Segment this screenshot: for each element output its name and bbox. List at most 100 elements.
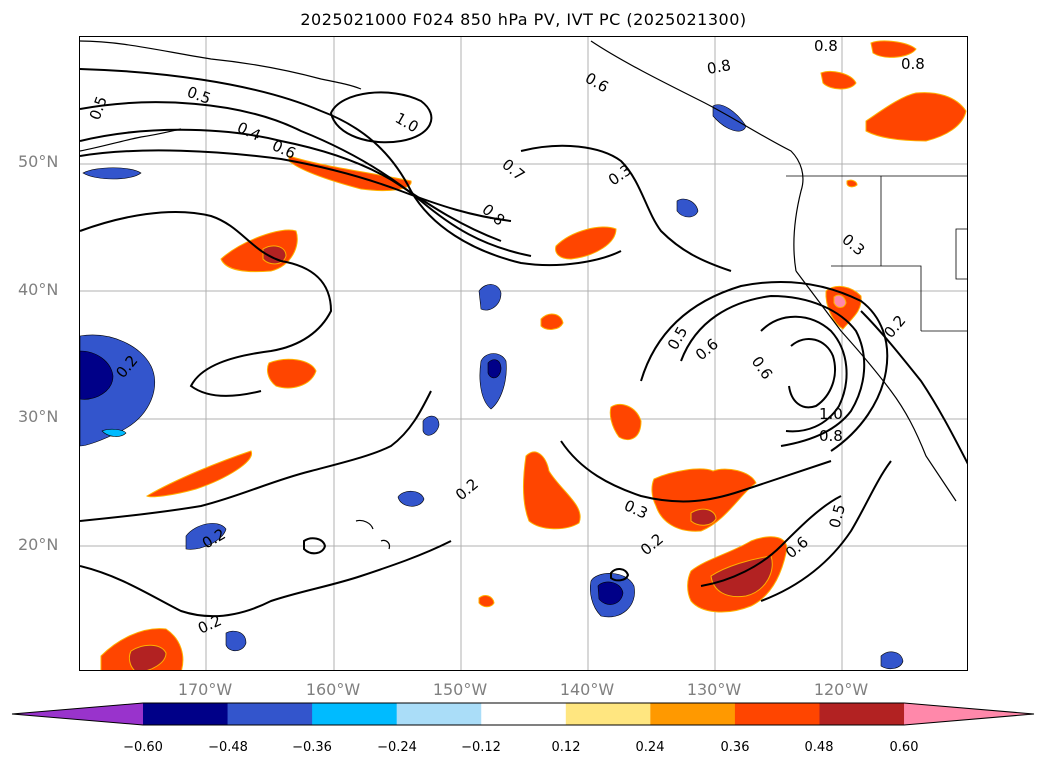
lat-label-30n: 30°N (18, 407, 59, 426)
lon-label-140w: 140°W (559, 680, 615, 699)
blue-south-3 (225, 630, 247, 652)
contour-label: 1.0 (392, 109, 422, 137)
map-canvas: 0.5 0.5 0.4 0.6 1.0 0.7 0.8 0.6 0.8 0.8 … (80, 37, 967, 670)
contour-label: 0.5 (825, 502, 849, 530)
lon-label-170w: 170°W (177, 680, 233, 699)
lat-label-20n: 20°N (18, 535, 59, 554)
contour-0.6-north (80, 101, 532, 257)
graticule (80, 37, 967, 670)
colorbar-tick: −0.24 (377, 740, 417, 755)
contour-0.3-mid (520, 144, 732, 272)
colorbar-segments (11, 702, 1035, 726)
colorbar-tick: −0.60 (123, 740, 163, 755)
contour-label: 0.8 (478, 200, 508, 229)
colorbar-outline (11, 702, 1035, 726)
colorbar-tick: 0.24 (635, 740, 665, 755)
orange-blob-170w (220, 229, 298, 273)
colorbar-extend-max (904, 703, 1034, 725)
lon-label-120w: 120°W (813, 680, 869, 699)
blue-corner-se (880, 651, 904, 670)
contour-label: 0.6 (782, 533, 812, 562)
positive-anomaly-fills (100, 40, 967, 670)
coast-alaska (80, 40, 362, 90)
orange-ne-2 (820, 70, 857, 90)
colorbar-segment (819, 703, 905, 725)
lon-label-130w: 130°W (686, 680, 742, 699)
contour-label: 0.7 (498, 155, 528, 184)
blue-small-north (82, 167, 142, 180)
contour-0.8-big (760, 315, 848, 433)
colorbar-tick: 0.60 (889, 740, 919, 755)
lon-label-150w: 150°W (432, 680, 488, 699)
colorbar-segment (481, 703, 567, 725)
blue-mid-4 (397, 490, 425, 507)
red-core-18n (710, 555, 773, 598)
orange-ne-1 (870, 40, 917, 58)
contour-label: 0.3 (838, 230, 868, 259)
contour-south-0.5 (760, 460, 892, 602)
contour-south-0.3 (560, 440, 832, 503)
contour-label: 0.6 (748, 353, 776, 383)
contour-label: 0.8 (814, 37, 838, 55)
colorbar-segment (312, 703, 398, 725)
political-borders (786, 175, 967, 332)
coast-hawaii (355, 519, 391, 550)
pink-coast-40n (833, 294, 847, 308)
colorbar-segment (734, 703, 820, 725)
colorbar-segment (396, 703, 482, 725)
contour-0.6-big (680, 294, 866, 447)
lat-label-40n: 40°N (18, 280, 59, 299)
contour-0.2-sw (80, 540, 452, 618)
contour-0.7-north (80, 128, 502, 242)
coast-california (795, 270, 957, 502)
contour-west-outer (80, 211, 333, 397)
blue-south-2 (185, 523, 227, 550)
colorbar-extend-min (12, 703, 143, 725)
colorbar-tick: −0.48 (208, 740, 248, 755)
red-core-170w (262, 245, 287, 265)
colorbar-tick: −0.36 (292, 740, 332, 755)
contour-label: 0.6 (692, 335, 722, 364)
contour-1.0-big (788, 337, 836, 409)
orange-small-3 (846, 179, 858, 188)
blue-mid-3 (422, 415, 440, 436)
contour-label: 1.0 (819, 405, 843, 423)
coast-aleutians (80, 128, 182, 152)
contour-1.0-closed (329, 91, 433, 144)
map-title: 2025021000 F024 850 hPa PV, IVT PC (2025… (300, 10, 747, 29)
contour-0.2-south (80, 390, 432, 522)
contour-lines (80, 68, 967, 618)
colorbar-segment (143, 703, 229, 725)
navy-south-1 (597, 581, 624, 605)
contour-label: 0.2 (637, 530, 667, 559)
orange-blob-35n (267, 358, 317, 389)
contour-label: 0.8 (819, 427, 843, 445)
colorbar-segment (565, 703, 651, 725)
blue-mid-1 (478, 284, 502, 311)
lon-label-160w: 160°W (305, 680, 361, 699)
orange-blob-32n (609, 404, 642, 441)
orange-blob-25n (522, 451, 581, 530)
contour-label: 0.3 (621, 496, 650, 522)
colorbar (11, 702, 1035, 726)
colorbar-tick: 0.36 (720, 740, 750, 755)
contour-0.5-north (80, 68, 622, 267)
red-core-sw-corner (128, 644, 167, 670)
lat-label-50n: 50°N (18, 152, 59, 171)
contour-label: 0.3 (605, 161, 635, 189)
coast-bc (590, 40, 804, 272)
border-states-1 (831, 265, 922, 331)
navy-core-west (80, 350, 114, 400)
orange-small-1 (540, 313, 564, 330)
contour-0.5-big (640, 281, 889, 452)
contour-label: 0.5 (86, 94, 111, 123)
blue-north-1 (676, 198, 699, 218)
contour-label: 0.6 (582, 69, 612, 97)
contour-label: 0.2 (452, 475, 482, 504)
colorbar-tick: 0.48 (804, 740, 834, 755)
negative-anomaly-fills (80, 104, 904, 670)
contour-0.8-north (80, 149, 512, 222)
orange-ne-band (865, 92, 967, 142)
contour-south-0.6 (700, 495, 842, 587)
orange-blob-42n (555, 226, 617, 260)
